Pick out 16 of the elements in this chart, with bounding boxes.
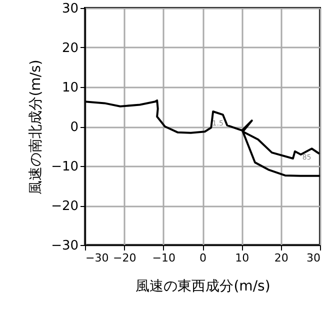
y-tick-label: 30 [62, 2, 78, 16]
x-tick-label: 10 [235, 252, 250, 264]
y-tick-label: 10 [62, 80, 78, 96]
x-tick-label: 30 [306, 252, 320, 264]
y-tick-label: −20 [51, 199, 78, 214]
y-tick-label: 20 [62, 41, 78, 56]
y-tick-label: 0 [70, 120, 78, 135]
x-tick-label: 20 [274, 252, 288, 264]
y-axis-title: 風速の南北成分(m/s) [28, 60, 44, 194]
x-tick-label: 0 [200, 252, 206, 264]
y-tick-label: −30 [51, 238, 78, 254]
x-tick-label: −30 [86, 252, 109, 264]
x-tick-label: −10 [152, 252, 176, 264]
y-tick-label: −10 [51, 160, 78, 174]
x-axis-title: 風速の東西成分(m/s) [136, 278, 270, 294]
x-tick-label: −20 [113, 252, 136, 264]
